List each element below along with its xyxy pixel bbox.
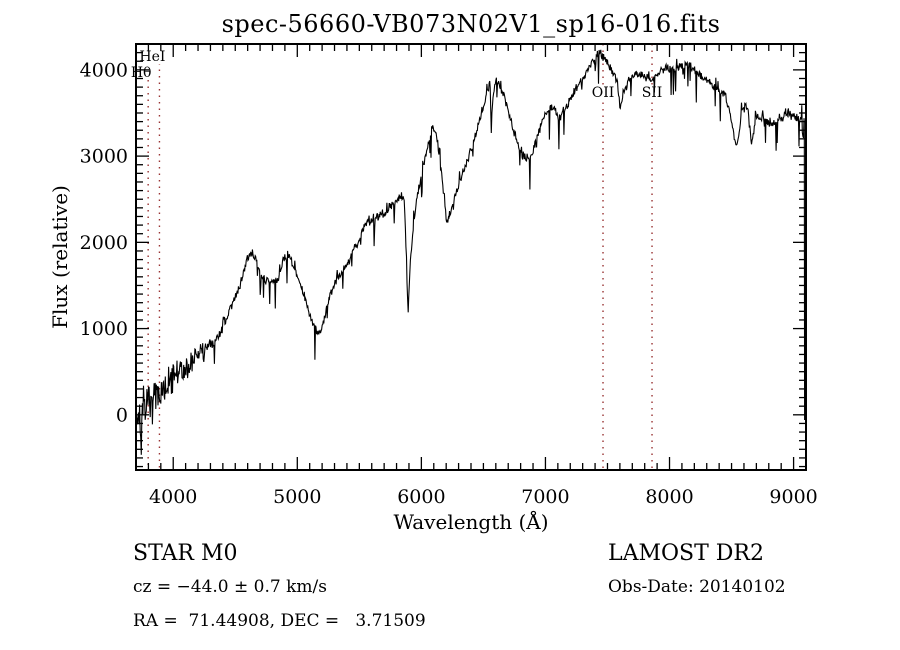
spectral-line-label-bg bbox=[137, 49, 168, 64]
object-class: STAR bbox=[133, 541, 194, 566]
x-tick-label: 8000 bbox=[645, 486, 693, 508]
spectral-line-label-bg bbox=[637, 85, 668, 100]
spectrum-trace bbox=[136, 49, 806, 455]
ra-dec: RA = 71.44908, DEC = 3.71509 bbox=[133, 611, 426, 631]
y-tick-label: 3000 bbox=[80, 146, 128, 168]
y-tick-label: 4000 bbox=[80, 59, 128, 81]
spectral-line-label: OII bbox=[592, 85, 615, 101]
survey-release: LAMOST DR2 bbox=[608, 541, 764, 566]
x-tick-label: 6000 bbox=[397, 486, 445, 508]
obs-date: Obs-Date: 20140102 bbox=[608, 577, 786, 597]
plot-frame bbox=[135, 43, 807, 471]
object-subclass: M0 bbox=[201, 541, 238, 566]
x-axis-label: Wavelength (Å) bbox=[393, 510, 549, 534]
axis-ticks bbox=[136, 44, 806, 470]
x-tick-label: 5000 bbox=[273, 486, 321, 508]
y-tick-label: 0 bbox=[116, 404, 128, 426]
y-tick-label: 2000 bbox=[80, 232, 128, 254]
spectral-line-label: HeI bbox=[139, 49, 165, 65]
x-tick-label: 9000 bbox=[769, 486, 817, 508]
y-axis-label: Flux (relative) bbox=[48, 185, 72, 329]
y-tick-label: 1000 bbox=[80, 318, 128, 340]
plot-title: spec-56660-VB073N02V1_sp16-016.fits bbox=[221, 10, 721, 38]
x-tick-label: 4000 bbox=[149, 486, 197, 508]
cz-value: cz = −44.0 ± 0.7 km/s bbox=[133, 577, 327, 597]
spectral-line-label-bg bbox=[588, 85, 619, 100]
x-tick-label: 7000 bbox=[521, 486, 569, 508]
tick-labels: 4000 5000 6000 7000 8000 9000 0 1000 2000 3000 400… bbox=[80, 59, 818, 508]
spectral-line-label: SII bbox=[642, 85, 663, 101]
